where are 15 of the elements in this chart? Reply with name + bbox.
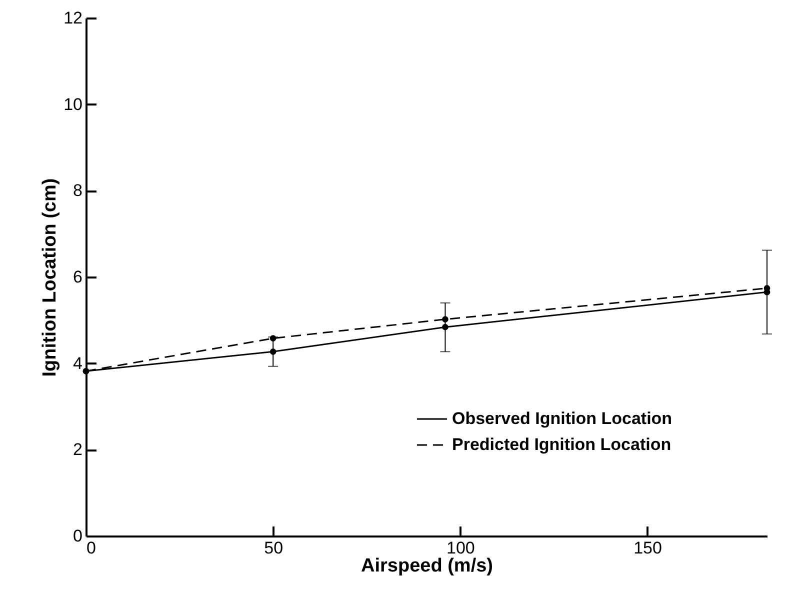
y-tick-label: 6	[73, 268, 82, 286]
legend-label: Predicted Ignition Location	[452, 435, 672, 454]
y-tick-label: 12	[64, 8, 82, 28]
y-tick-label: 10	[64, 94, 82, 114]
y-tick-label: 8	[73, 181, 82, 200]
x-axis-title: Airspeed (m/s)	[361, 556, 493, 576]
y-axis-title: Ignition Location (cm)	[40, 178, 61, 377]
x-tick-label: 150	[634, 538, 662, 558]
x-tick-label: 100	[446, 538, 475, 558]
y-tick-label: 0	[73, 526, 82, 546]
legend-label: Observed Ignition Location	[452, 409, 672, 428]
x-tick-label: 0	[86, 538, 96, 558]
x-tick-label: 50	[264, 538, 284, 558]
y-tick-label: 4	[73, 354, 82, 373]
y-tick-label: 2	[73, 440, 82, 460]
